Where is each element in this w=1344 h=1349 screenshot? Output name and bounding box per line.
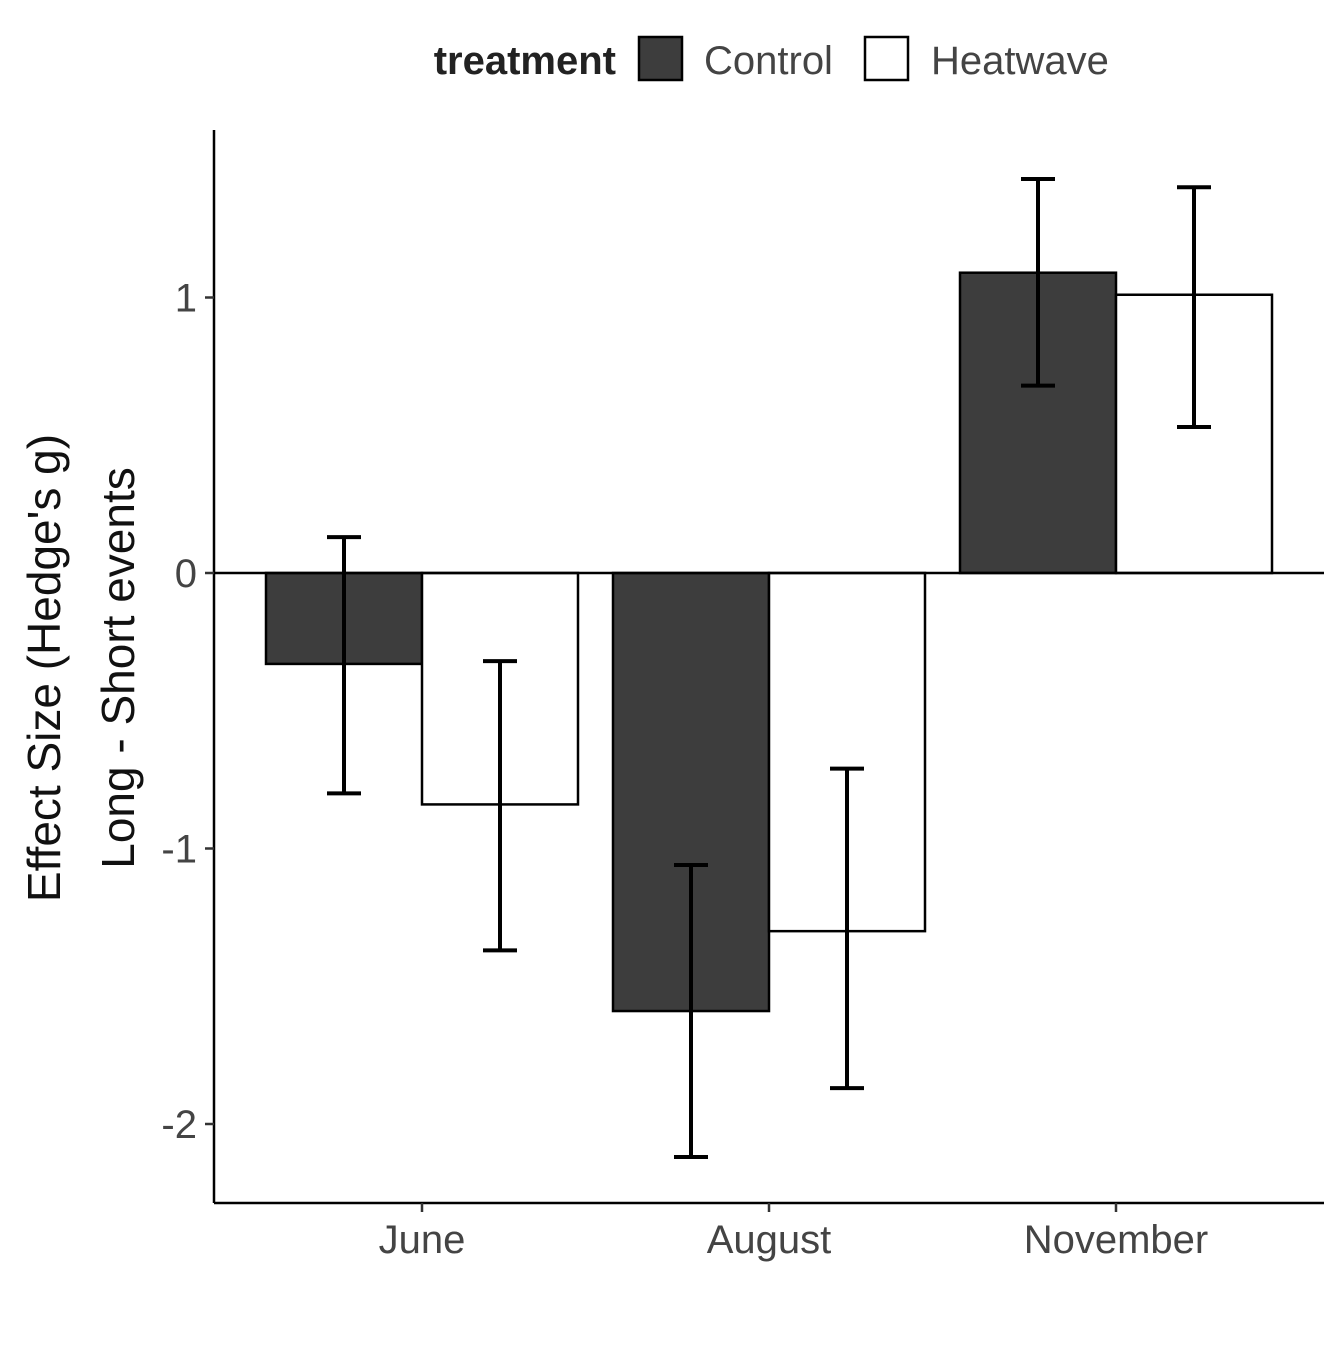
x-tick-label-august: August <box>707 1218 832 1262</box>
y-tick-label: -2 <box>161 1103 197 1147</box>
legend: treatment Control Heatwave <box>434 35 1109 83</box>
y-axis-title-line-1: Effect Size (Hedge's g) <box>18 434 70 902</box>
y-ticks-layer: 1 0 -1 -2 <box>161 277 214 1147</box>
x-tick-label-june: June <box>379 1218 466 1262</box>
legend-swatch-heatwave <box>863 35 910 82</box>
y-tick-label: 1 <box>175 277 197 321</box>
bars-layer <box>264 271 1274 1013</box>
errorbar-heatwave-june <box>483 659 517 953</box>
legend-label-control: Control <box>704 39 833 83</box>
errorbars-layer <box>327 177 1211 1160</box>
y-tick-label: -1 <box>161 828 197 872</box>
errorbar-control-august <box>674 863 708 1160</box>
errorbar-heatwave-november <box>1177 185 1211 429</box>
legend-title: treatment <box>434 39 616 83</box>
legend-label-heatwave: Heatwave <box>931 39 1109 83</box>
y-tick-label: 0 <box>175 552 197 596</box>
errorbar-control-november <box>1021 177 1055 388</box>
y-axis-title: Effect Size (Hedge's g) Long - Short eve… <box>18 434 144 902</box>
errorbar-control-june <box>327 535 361 796</box>
errorbar-heatwave-august <box>830 766 864 1091</box>
x-ticks-layer: June August November <box>379 1203 1209 1262</box>
y-axis-title-line-2: Long - Short events <box>92 467 144 868</box>
legend-swatch-control <box>637 35 684 82</box>
x-tick-label-november: November <box>1024 1218 1209 1262</box>
